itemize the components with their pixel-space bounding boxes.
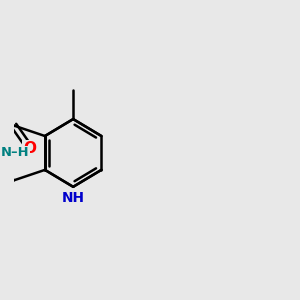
Text: O: O [24, 141, 37, 156]
Text: N–H: N–H [0, 146, 29, 159]
Text: NH: NH [62, 191, 85, 205]
